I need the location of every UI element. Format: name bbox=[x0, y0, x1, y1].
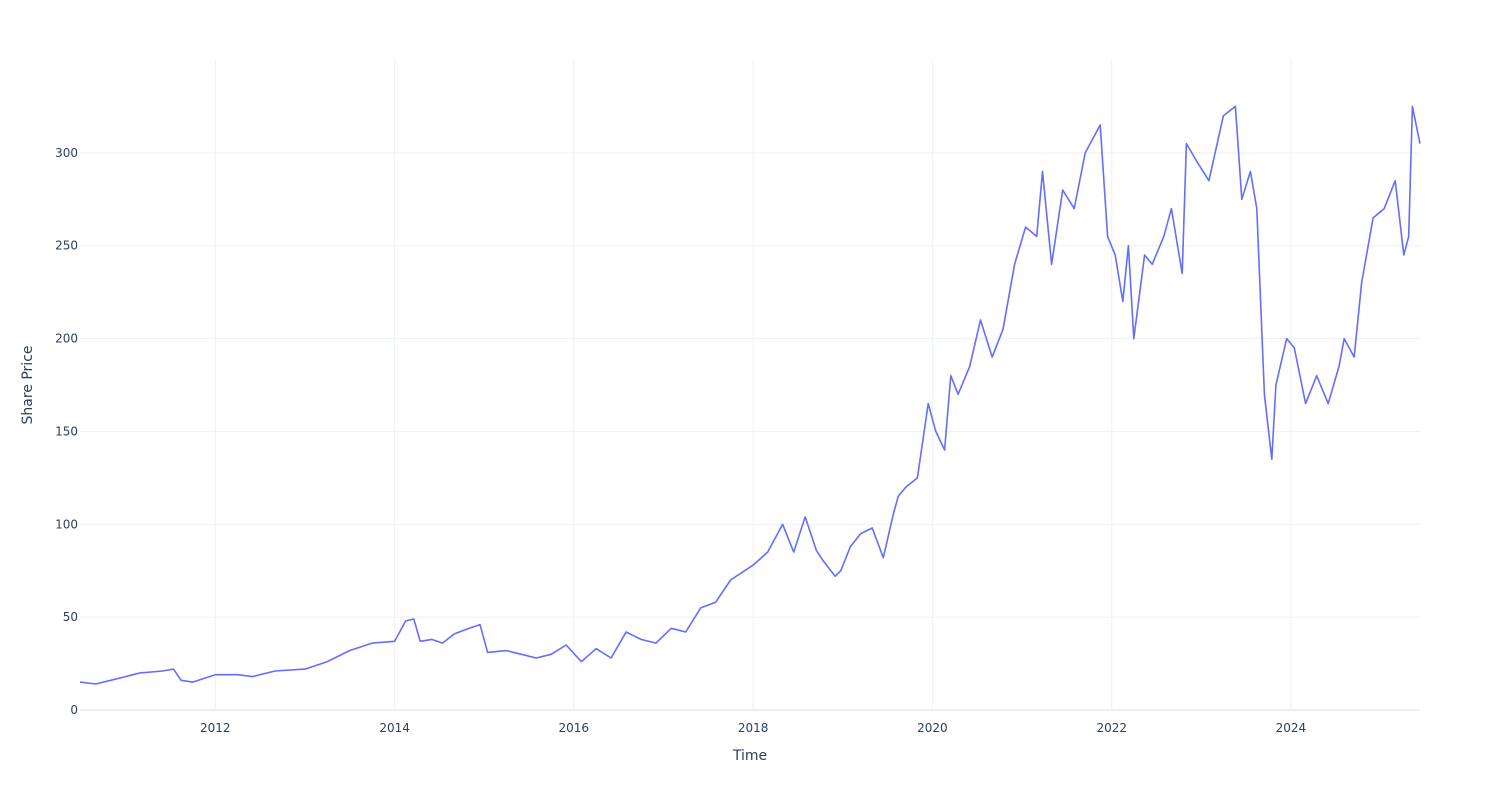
x-tick-label: 2018 bbox=[738, 721, 769, 735]
x-axis-title: Time bbox=[732, 748, 767, 764]
y-tick-label: 250 bbox=[55, 239, 78, 253]
y-tick-label: 200 bbox=[55, 332, 78, 346]
y-tick-label: 300 bbox=[55, 146, 78, 160]
y-axis-title: Share Price bbox=[20, 345, 36, 424]
share-price-series-line bbox=[79, 105, 1421, 685]
x-tick-label: 2016 bbox=[559, 721, 590, 735]
x-tick-label: 2020 bbox=[917, 721, 948, 735]
y-tick-label: 100 bbox=[55, 517, 78, 531]
gridlines bbox=[80, 60, 1420, 711]
x-tick-label: 2024 bbox=[1276, 721, 1307, 735]
x-tick-label: 2022 bbox=[1096, 721, 1127, 735]
y-axis-ticks: 0 50 100 150 200 250 300 bbox=[55, 146, 78, 717]
x-tick-label: 2012 bbox=[200, 721, 231, 735]
y-tick-label: 50 bbox=[63, 610, 78, 624]
x-tick-label: 2014 bbox=[379, 721, 410, 735]
y-tick-label: 150 bbox=[55, 424, 78, 438]
series-layer bbox=[79, 105, 1421, 685]
x-axis-ticks: 2012 2014 2016 2018 2020 2022 2024 bbox=[200, 721, 1306, 735]
y-tick-label: 0 bbox=[70, 703, 78, 717]
